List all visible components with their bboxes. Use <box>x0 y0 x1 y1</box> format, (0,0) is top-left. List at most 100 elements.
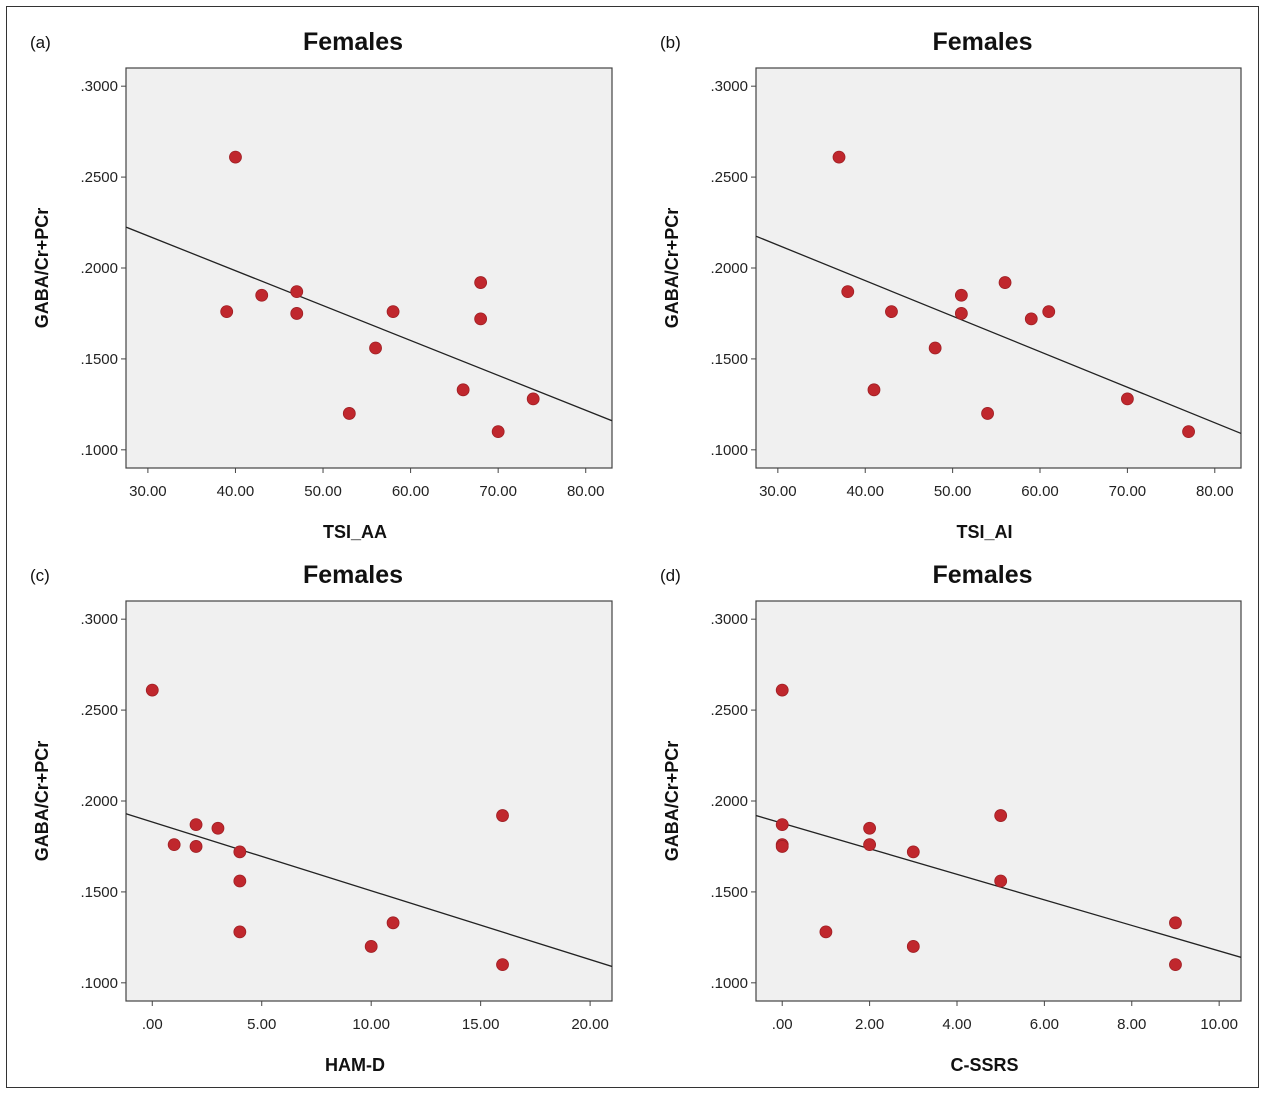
data-point <box>220 305 234 319</box>
x-tick-label: 10.00 <box>352 1016 390 1033</box>
y-tick-label: .3000 <box>710 78 748 95</box>
x-tick-label: 15.00 <box>462 1016 500 1033</box>
x-tick-label: 30.00 <box>129 483 167 500</box>
y-tick-label: .2000 <box>80 260 118 277</box>
x-axis-label: TSI_AI <box>956 522 1012 542</box>
data-point <box>863 821 877 835</box>
data-point <box>211 821 225 835</box>
data-point <box>386 305 400 319</box>
y-tick-label: .2000 <box>710 260 748 277</box>
chart-title: Females <box>932 561 1032 589</box>
y-axis-label: GABA/Cr+PCr <box>32 208 52 329</box>
figure-border <box>6 6 1259 1088</box>
data-point <box>998 276 1012 289</box>
x-tick-label: 40.00 <box>846 483 884 500</box>
x-tick-label: 50.00 <box>934 483 972 500</box>
panel-label: (d) <box>660 566 681 585</box>
x-tick-label: 30.00 <box>759 483 797 500</box>
panel-1: (a) Females .1000 .1500 .2000 .2500 .3000 30.00… <box>30 28 613 542</box>
data-point <box>981 407 994 420</box>
x-tick-label: .00 <box>772 1016 793 1033</box>
plot-area <box>755 600 1242 1002</box>
y-axis-label: GABA/Cr+PCr <box>662 208 682 329</box>
x-tick-label: 80.00 <box>1196 483 1234 500</box>
x-tick-label: 2.00 <box>855 1016 884 1033</box>
panel-label: (a) <box>30 33 51 52</box>
data-point <box>954 307 968 320</box>
data-point <box>189 818 203 832</box>
data-point <box>369 341 382 355</box>
y-tick-label: .1000 <box>80 442 118 459</box>
x-tick-label: 60.00 <box>1021 483 1059 500</box>
data-point <box>145 683 159 697</box>
y-tick-label: .3000 <box>710 611 748 628</box>
x-tick-label: 5.00 <box>247 1016 276 1033</box>
chart-title: Females <box>932 28 1032 56</box>
x-tick-label: 4.00 <box>942 1016 971 1033</box>
y-tick-label: .1500 <box>80 884 118 901</box>
data-point <box>819 925 833 939</box>
data-point <box>386 916 400 930</box>
y-tick-label: .2000 <box>710 793 748 810</box>
data-point <box>342 407 356 420</box>
data-point <box>841 285 855 299</box>
data-point <box>255 288 269 302</box>
panel-label: (c) <box>30 566 50 585</box>
x-tick-label: 50.00 <box>304 483 342 500</box>
x-tick-label: 70.00 <box>1109 483 1147 500</box>
data-point <box>496 809 509 822</box>
x-axis-label: HAM-D <box>325 1055 385 1075</box>
data-point <box>474 276 488 289</box>
chart-title: Females <box>303 561 403 589</box>
data-point <box>1169 958 1182 972</box>
panel-3: (c) Females .1000 .1500 .2000 .2500 .3000 .00 5.… <box>30 561 613 1075</box>
y-axis-label: GABA/Cr+PCr <box>662 741 682 862</box>
x-tick-label: 10.00 <box>1200 1016 1238 1033</box>
x-tick-label: 80.00 <box>567 483 605 500</box>
data-point <box>928 341 942 355</box>
panel-label: (b) <box>660 33 681 52</box>
data-point <box>906 940 920 953</box>
y-tick-label: .2500 <box>80 702 118 719</box>
data-point <box>491 425 505 439</box>
data-point <box>290 307 304 320</box>
chart-title: Females <box>303 28 403 56</box>
y-tick-label: .3000 <box>80 611 118 628</box>
data-point <box>233 925 247 939</box>
y-tick-label: .1000 <box>710 442 748 459</box>
x-tick-label: 20.00 <box>571 1016 609 1033</box>
data-point <box>1182 425 1195 439</box>
y-tick-label: .2500 <box>80 169 118 186</box>
data-point <box>189 840 203 853</box>
y-tick-label: .1000 <box>80 975 118 992</box>
y-tick-label: .1500 <box>710 351 748 368</box>
x-tick-label: 8.00 <box>1117 1016 1146 1033</box>
data-point <box>832 150 846 164</box>
x-tick-label: 70.00 <box>479 483 517 500</box>
data-point <box>364 940 378 953</box>
y-tick-label: .2500 <box>710 169 748 186</box>
fit-line <box>126 226 612 422</box>
x-axis-label: TSI_AA <box>323 522 387 542</box>
data-point <box>994 874 1008 888</box>
data-point <box>290 285 304 299</box>
fit-line <box>756 235 1241 435</box>
x-tick-label: .00 <box>142 1016 163 1033</box>
data-point <box>994 809 1008 822</box>
y-tick-label: .2000 <box>80 793 118 810</box>
data-point <box>456 383 470 397</box>
data-point <box>233 874 247 888</box>
data-point <box>496 958 509 972</box>
data-point <box>885 305 898 319</box>
data-point <box>863 838 877 852</box>
y-tick-label: .1500 <box>710 884 748 901</box>
fit-line <box>126 813 612 968</box>
x-axis-label: C-SSRS <box>950 1055 1018 1075</box>
data-point <box>775 683 789 697</box>
x-tick-label: 60.00 <box>392 483 430 500</box>
data-point <box>954 288 968 302</box>
data-point <box>775 818 789 832</box>
y-tick-label: .1000 <box>710 975 748 992</box>
